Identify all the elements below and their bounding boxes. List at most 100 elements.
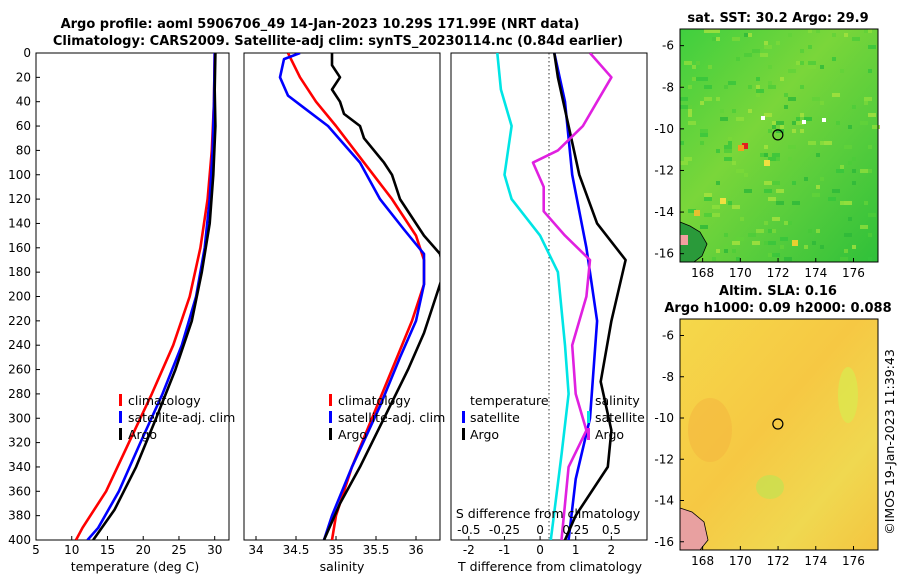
- sst-pixel: [752, 49, 760, 53]
- sst-pixel: [784, 105, 788, 109]
- sst-pixel: [808, 45, 812, 49]
- depth-tick-label: 0: [23, 46, 31, 60]
- sst-pixel: [796, 117, 800, 121]
- temperature-panel: 0 20 40 60 80 100 120 140 160 180 200 220 240 260 280 3…: [8, 46, 455, 574]
- sst-pixel: [708, 65, 712, 69]
- sst-pixel: [796, 121, 804, 125]
- x-tick-label: 30: [207, 543, 222, 557]
- sst-pixel: [680, 161, 688, 165]
- sst-axes-box: [679, 28, 879, 263]
- sst-pixel: [860, 225, 868, 229]
- sst-pixel: [728, 81, 736, 85]
- sst-pixel: [792, 201, 800, 205]
- sst-pixel: [808, 141, 816, 145]
- sst-pixel: [736, 169, 744, 173]
- series-line-s-argo-diff-magenta-: [531, 53, 613, 540]
- depth-tick-label: 380: [8, 509, 31, 523]
- salinity-diff-ticklabels: -0.5 -0.25 0 0.25 0.5: [457, 523, 621, 537]
- difference-x-axis: -2 -1 0 1 2: [463, 536, 615, 557]
- depth-tick-label: 60: [16, 119, 31, 133]
- sst-warm-pixel: [742, 143, 748, 149]
- sst-pixel: [788, 145, 796, 149]
- sst-axes-ticks: 168 170 172 174 176 -6 -8 -10 -12 -14 -16: [654, 39, 865, 280]
- sst-pixel: [732, 205, 740, 209]
- sst-pixel: [816, 229, 820, 233]
- sla-map-title-line2: Argo h1000: 0.09 h2000: 0.088: [664, 301, 891, 316]
- sst-patches: [680, 29, 880, 261]
- sla-axes-ticks: 168 170 172 174 176 -6 -8 -10 -12 -14 -16: [654, 329, 865, 569]
- sst-pixel: [780, 237, 788, 241]
- sst-pixel: [768, 229, 772, 233]
- sst-pixel: [760, 53, 768, 57]
- legend-climatology: climatology: [128, 393, 201, 408]
- sst-pixel: [840, 257, 848, 261]
- sst-pixel: [772, 253, 780, 257]
- temperature-legend: climatology satellite-adj. clim Argo: [119, 393, 235, 442]
- sal-diff-tick-label: 0.25: [562, 523, 589, 537]
- difference-temperature-legend: temperature satellite Argo: [462, 393, 549, 442]
- figure-title-line2: Climatology: CARS2009. Satellite-adj cli…: [53, 34, 623, 49]
- depth-tick-label: 260: [8, 363, 31, 377]
- sst-pixel: [748, 109, 752, 113]
- salinity-series: [278, 53, 440, 540]
- sst-pixel: [756, 85, 760, 89]
- series-line-satellite-adj-clim: [278, 53, 426, 540]
- map-x-tick-label: 172: [767, 554, 790, 568]
- sal-diff-tick-label: 0.5: [602, 523, 621, 537]
- sst-pixel: [728, 137, 732, 141]
- x-tick-label: 34.5: [283, 543, 310, 557]
- map-y-tick-label: -12: [654, 452, 674, 466]
- sst-pixel: [684, 157, 692, 161]
- sla-map: Altim. SLA: 0.16 Argo h1000: 0.09 h2000:…: [654, 284, 891, 568]
- sla-low-patch: [756, 475, 784, 499]
- x-tick-label: 36: [408, 543, 423, 557]
- sst-pixel: [756, 77, 760, 81]
- sst-pixel: [744, 33, 748, 37]
- sst-pixel: [764, 189, 772, 193]
- map-y-tick-label: -16: [654, 535, 674, 549]
- sst-pixel: [844, 233, 852, 237]
- sst-warm-pixel: [694, 210, 700, 216]
- sst-missing-pixel: [822, 118, 826, 122]
- depth-tick-label: 280: [8, 387, 31, 401]
- depth-tick-label: 40: [16, 95, 31, 109]
- depth-tick-label: 300: [8, 411, 31, 425]
- sst-pixel: [800, 61, 804, 65]
- map-x-tick-label: 170: [729, 554, 752, 568]
- sst-pixel: [836, 121, 840, 125]
- sst-pixel: [728, 201, 732, 205]
- sst-pixel: [832, 189, 836, 193]
- map-x-tick-label: 174: [804, 266, 827, 280]
- depth-tick-label: 140: [8, 216, 31, 230]
- sst-pixel: [748, 85, 752, 89]
- sst-pixel: [788, 157, 792, 161]
- sst-pixel: [688, 209, 696, 213]
- sst-pixel: [844, 33, 848, 37]
- sst-pixel: [792, 121, 796, 125]
- sst-pixel: [740, 217, 744, 221]
- sst-pixel: [700, 141, 704, 145]
- sst-pixel: [724, 245, 728, 249]
- sst-pixel: [868, 69, 872, 73]
- sst-pixel: [868, 257, 872, 261]
- sst-pixel: [744, 53, 752, 57]
- sst-pixel: [868, 233, 872, 237]
- sst-map: sat. SST: 30.2 Argo: 29.9 168 170 172 174 17…: [654, 11, 880, 280]
- sst-pixel: [724, 157, 732, 161]
- sst-pixel: [776, 41, 780, 45]
- depth-tick-label: 400: [8, 533, 31, 547]
- sst-pixel: [868, 29, 872, 33]
- sst-pixel: [864, 201, 868, 205]
- sst-pixel: [772, 197, 776, 201]
- sst-pixel: [748, 233, 756, 237]
- sst-pixel: [832, 57, 836, 61]
- sst-pixel: [712, 37, 716, 41]
- sst-pixel: [784, 257, 792, 261]
- sst-warm-pixel: [792, 240, 798, 246]
- legend-swatch-argo: [587, 428, 590, 440]
- depth-axis: 0 20 40 60 80 100 120 140 160 180 200 220 240 260 280 3…: [8, 46, 455, 547]
- salinity-axes-box: [243, 52, 441, 541]
- sst-pixel: [808, 65, 816, 69]
- sst-pixel: [792, 129, 796, 133]
- sst-pixel: [784, 221, 788, 225]
